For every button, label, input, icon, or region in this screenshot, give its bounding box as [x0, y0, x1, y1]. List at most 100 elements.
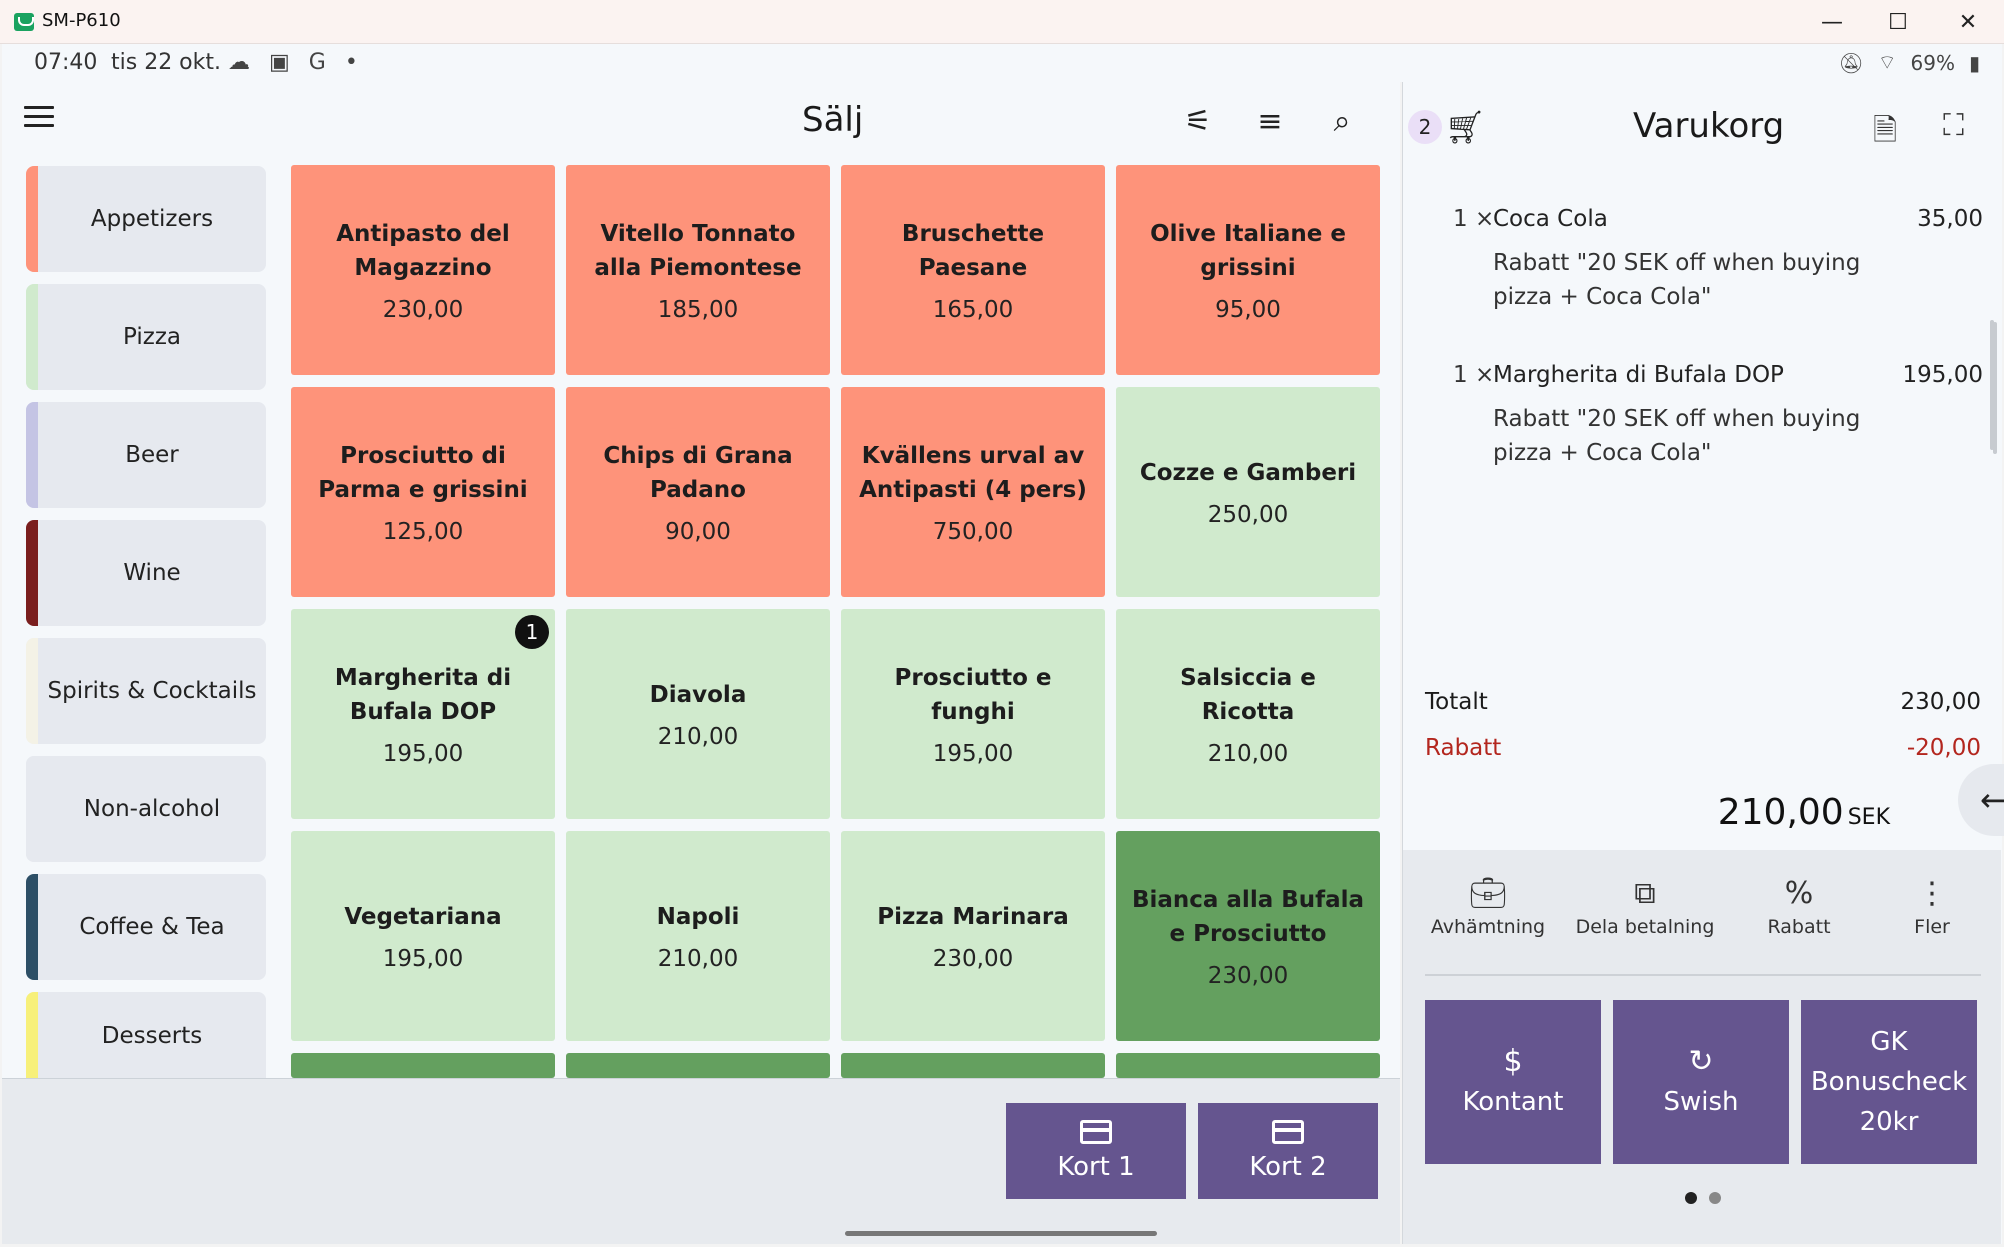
- product-tile[interactable]: Vegetariana 195,00: [291, 831, 555, 1041]
- category-color-strip: [26, 992, 38, 1080]
- page-dot-active[interactable]: [1685, 1192, 1697, 1204]
- product-tile[interactable]: Prosciutto e funghi 195,00: [841, 609, 1105, 819]
- product-name: Kvällens urval av Antipasti (4 pers): [859, 443, 1087, 503]
- product-tile[interactable]: Diavola 210,00: [566, 609, 830, 819]
- category-spirits-cocktails[interactable]: Spirits & Cocktails: [26, 638, 266, 744]
- category-color-strip: [26, 284, 38, 390]
- product-tile[interactable]: Vitello Tonnato alla Piemontese 185,00: [566, 165, 830, 375]
- navigation-handle[interactable]: [845, 1231, 1157, 1236]
- fler-label: Fler: [1914, 916, 1950, 938]
- product-tile[interactable]: Bianca alla Bufala e Prosciutto 230,00: [1116, 831, 1380, 1041]
- kontant-label: Kontant: [1462, 1087, 1564, 1117]
- cart-scrollbar[interactable]: [1993, 322, 1997, 454]
- category-wine[interactable]: Wine: [26, 520, 266, 626]
- kontant-button[interactable]: $ Kontant: [1425, 1000, 1601, 1164]
- product-tile[interactable]: Antipasto del Magazzino 230,00: [291, 165, 555, 375]
- product-tile[interactable]: Salsiccia e Ricotta 210,00: [1116, 609, 1380, 819]
- tune-icon[interactable]: ⚟: [1184, 104, 1212, 139]
- percent-icon: %: [1784, 876, 1814, 911]
- notification-icons: ☁ ▣ G •: [228, 50, 364, 75]
- hamburger-menu-icon[interactable]: [24, 106, 54, 128]
- credit-card-icon: [1080, 1120, 1112, 1144]
- product-price: 90,00: [665, 519, 731, 545]
- product-price: 195,00: [932, 741, 1014, 767]
- sort-icon[interactable]: ≡: [1257, 104, 1283, 139]
- product-price: 195,00: [382, 946, 464, 972]
- shopping-cart-icon[interactable]: 🛒︎: [1445, 108, 1486, 146]
- product-tile[interactable]: Prosciutto di Parma e grissini 125,00: [291, 387, 555, 597]
- avhamtning-label: Avhämtning: [1430, 916, 1546, 938]
- product-name: Cozze e Gamberi: [1139, 460, 1357, 486]
- back-arrow-icon[interactable]: ←: [1958, 764, 2004, 836]
- grand-total: 210,00 SEK: [1718, 792, 1890, 833]
- window-scrollbar[interactable]: [1990, 320, 1994, 450]
- category-color-strip: [26, 166, 38, 272]
- product-price: 230,00: [382, 297, 464, 323]
- qr-scan-icon[interactable]: ⛶: [1943, 108, 1964, 143]
- product-tile-partial[interactable]: [841, 1053, 1105, 1078]
- category-pizza[interactable]: Pizza: [26, 284, 266, 390]
- category-desserts[interactable]: Desserts: [26, 992, 266, 1080]
- cart-title: Varukorg: [1633, 106, 1785, 146]
- cart-actions: 💼︎ Avhämtning ⧉ Dela betalning % Rabatt …: [1403, 850, 2001, 1244]
- product-name: Prosciutto e funghi: [894, 665, 1052, 725]
- maximize-button[interactable]: ☐: [1888, 9, 1908, 35]
- product-name: Chips di Grana Padano: [603, 443, 793, 503]
- product-tile[interactable]: Pizza Marinara 230,00: [841, 831, 1105, 1041]
- cart-panel: 2 🛒︎ Varukorg 🗎 ⛶ 1 × Coca Cola 35,00 Ra…: [1402, 82, 2004, 1244]
- product-tile-partial[interactable]: [566, 1053, 830, 1078]
- rabatt-button[interactable]: % Rabatt: [1724, 872, 1874, 938]
- category-label: Non-alcohol: [83, 796, 221, 822]
- gk-bonuscheck-button[interactable]: GK Bonuscheck 20kr: [1801, 1000, 1977, 1164]
- status-bar: 07:40 tis 22 okt. ☁ ▣ G • 🔕︎ ⌔ 69% ▮: [2, 44, 2002, 82]
- line-item: Margherita di Bufala DOP: [1493, 362, 1784, 388]
- product-name: Vegetariana: [344, 904, 502, 930]
- product-tile-partial[interactable]: [291, 1053, 555, 1078]
- rabatt-label: Rabatt: [1425, 735, 1502, 761]
- search-icon[interactable]: ⌕: [1333, 104, 1351, 139]
- close-button[interactable]: ✕: [1958, 9, 1978, 35]
- line-discount: Rabatt "20 SEK off when buying pizza + C…: [1493, 406, 1861, 466]
- swish-button[interactable]: ↻ Swish: [1613, 1000, 1789, 1164]
- card-2-button[interactable]: Kort 2: [1198, 1103, 1378, 1199]
- swish-label: Swish: [1663, 1087, 1739, 1117]
- card-2-label: Kort 2: [1249, 1152, 1327, 1182]
- product-tile[interactable]: Napoli 210,00: [566, 831, 830, 1041]
- product-tile[interactable]: Kvällens urval av Antipasti (4 pers) 750,…: [841, 387, 1105, 597]
- category-color-strip: [26, 874, 38, 980]
- minimize-button[interactable]: —: [1821, 9, 1843, 35]
- category-color-strip: [26, 520, 38, 626]
- battery-level: 69%: [1910, 50, 1955, 75]
- status-right: 🔕︎ ⌔ 69% ▮: [1838, 50, 1980, 75]
- product-price: 230,00: [1207, 963, 1289, 989]
- product-tile-partial[interactable]: [1116, 1053, 1380, 1078]
- receipt-add-icon[interactable]: 🗎: [1873, 113, 1898, 148]
- category-beer[interactable]: Beer: [26, 402, 266, 508]
- fler-button[interactable]: ⋮ Fler: [1857, 872, 2004, 938]
- window-title-bar: SM-P610 — ☐ ✕: [0, 0, 2004, 44]
- rabatt-value: -20,00: [1906, 735, 1981, 761]
- product-name: Antipasto del Magazzino: [336, 221, 510, 281]
- swish-icon: ↻: [1688, 1044, 1714, 1079]
- product-tile[interactable]: Bruschette Paesane 165,00: [841, 165, 1105, 375]
- dela-betalning-button[interactable]: ⧉ Dela betalning: [1570, 872, 1720, 938]
- product-tile[interactable]: Cozze e Gamberi 250,00: [1116, 387, 1380, 597]
- product-tile[interactable]: Chips di Grana Padano 90,00: [566, 387, 830, 597]
- window-title: SM-P610: [42, 10, 121, 31]
- product-name: Olive Italiane e grissini: [1150, 221, 1346, 281]
- product-name: Prosciutto di Parma e grissini: [318, 443, 528, 503]
- product-name: Bruschette Paesane: [901, 221, 1045, 281]
- card-1-button[interactable]: Kort 1: [1006, 1103, 1186, 1199]
- avhamtning-button[interactable]: 💼︎ Avhämtning: [1413, 872, 1563, 938]
- page-indicator[interactable]: [1685, 1192, 1721, 1204]
- page-dot[interactable]: [1709, 1192, 1721, 1204]
- product-price: 230,00: [932, 946, 1014, 972]
- product-tile[interactable]: Olive Italiane e grissini 95,00: [1116, 165, 1380, 375]
- category-label: Pizza: [123, 324, 181, 350]
- status-date: tis 22 okt.: [111, 50, 221, 75]
- product-price: 165,00: [932, 297, 1014, 323]
- category-appetizers[interactable]: Appetizers: [26, 166, 266, 272]
- category-non-alcohol[interactable]: Non-alcohol: [26, 756, 266, 862]
- product-tile[interactable]: Margherita di Bufala DOP 195,00 1: [291, 609, 555, 819]
- category-coffee-tea[interactable]: Coffee & Tea: [26, 874, 266, 980]
